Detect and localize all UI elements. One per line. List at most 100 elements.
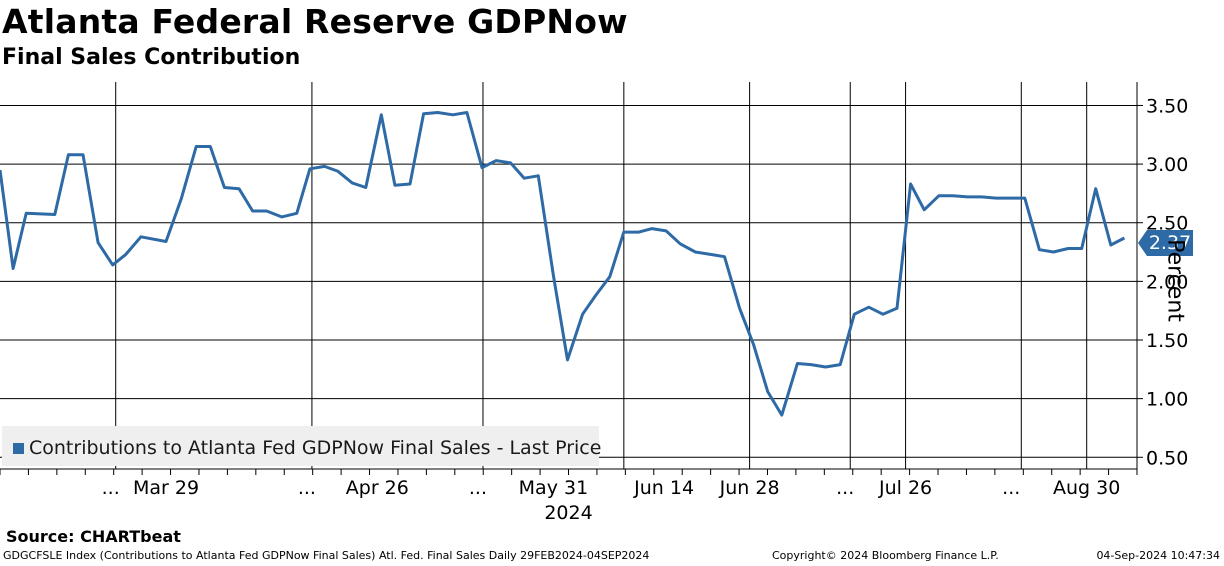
series-point (111, 264, 114, 267)
series-point (923, 208, 926, 211)
x-tick-label: Jun 28 (719, 477, 780, 499)
series-point (336, 170, 339, 173)
series-point (209, 145, 212, 148)
series-point (1038, 248, 1041, 251)
series-point (124, 253, 127, 256)
series-point (465, 111, 468, 114)
series-point (752, 343, 755, 346)
series-point (509, 162, 512, 165)
y-tick-label: 2.50 (1146, 213, 1188, 235)
series-point (937, 194, 940, 197)
x-tick-label: ... (469, 477, 487, 499)
series-point (309, 167, 312, 170)
series-point (824, 366, 827, 369)
series-point (1080, 247, 1083, 250)
x-year-label: 2024 (544, 502, 592, 524)
y-tick-label: 0.50 (1146, 447, 1188, 469)
series-point (581, 313, 584, 316)
chart-title: Atlanta Federal Reserve GDPNow (2, 2, 628, 41)
y-tick-label: 3.50 (1146, 95, 1188, 117)
series-point (223, 186, 226, 189)
series-point (238, 187, 241, 190)
x-tick-label: Jun 14 (633, 477, 694, 499)
series-point (882, 313, 885, 316)
series-point (638, 231, 641, 234)
y-tick-label: 1.50 (1146, 330, 1188, 352)
series-point (665, 230, 668, 233)
series-point (97, 241, 100, 244)
series-point (82, 153, 85, 156)
x-gridlines (115, 82, 1088, 469)
x-tick-label: Mar 29 (133, 477, 199, 499)
series-point (694, 251, 697, 254)
y-tick-label: 2.00 (1146, 271, 1188, 293)
series-point (608, 275, 611, 278)
series-point (810, 363, 813, 366)
series-point (195, 145, 198, 148)
series-point (980, 196, 983, 199)
series-point (709, 253, 712, 256)
footer-timestamp: 04-Sep-2024 10:47:34 (1096, 549, 1220, 562)
x-tick-label: ... (102, 477, 120, 499)
x-tick-labels: ... Mar 29... Apr 26... May 31 Jun 14 Jun 28.… (102, 477, 1121, 524)
series-point (796, 362, 799, 365)
series-point (651, 227, 654, 230)
series-point (995, 197, 998, 200)
series-line (0, 111, 1126, 417)
series-point (537, 174, 540, 177)
y-gridlines (0, 104, 1137, 458)
series-point (1052, 251, 1055, 254)
x-tick-label: May 31 (519, 477, 589, 499)
series-point (839, 363, 842, 366)
source-note: Source: CHARTbeat (6, 527, 181, 546)
series-point (481, 166, 484, 169)
series-point (265, 210, 268, 213)
axes (0, 82, 1143, 475)
last-value-badge: 2.37 (1147, 230, 1193, 256)
x-tick-label: Aug 30 (1053, 477, 1120, 499)
series-point (67, 153, 70, 156)
legend (2, 426, 599, 466)
x-tick-label: ... (1002, 477, 1020, 499)
series-point (436, 111, 439, 114)
series-point (380, 113, 383, 116)
series-point (323, 165, 326, 168)
series-group (0, 111, 1126, 417)
series-point (951, 194, 954, 197)
series-point (495, 159, 498, 162)
x-tick-label: ... (836, 477, 854, 499)
series-point (53, 213, 56, 216)
y-tick-label: 3.00 (1146, 154, 1188, 176)
series-point (780, 414, 783, 417)
legend-label: Contributions to Atlanta Fed GDPNow Fina… (29, 437, 602, 459)
series-point (1123, 237, 1126, 240)
footer-description: GDGCFSLE Index (Contributions to Atlanta… (3, 549, 650, 562)
series-point (896, 307, 899, 310)
series-point (966, 196, 969, 199)
x-tick-label: Apr 26 (346, 477, 409, 499)
series-point (351, 181, 354, 184)
series-point (566, 359, 569, 362)
y-tick-label: 1.00 (1146, 389, 1188, 411)
series-point (165, 240, 168, 243)
series-point (723, 255, 726, 258)
last-value-pointer (1138, 230, 1147, 256)
series-point (451, 113, 454, 116)
legend-swatch (13, 443, 24, 454)
series-point (295, 212, 298, 215)
series-point (622, 231, 625, 234)
x-tick-label: Jul 26 (878, 477, 932, 499)
series-point (766, 390, 769, 393)
series-point (394, 184, 397, 187)
footer-copyright: Copyright© 2024 Bloomberg Finance L.P. (772, 549, 999, 562)
series-point (422, 112, 425, 115)
series-point (909, 183, 912, 186)
series-point (1067, 247, 1070, 250)
series-point (12, 267, 15, 270)
chart-subtitle: Final Sales Contribution (2, 45, 301, 70)
series-point (1094, 187, 1097, 190)
series-point (853, 313, 856, 316)
series-point (280, 215, 283, 218)
series-point (364, 186, 367, 189)
series-point (738, 307, 741, 310)
